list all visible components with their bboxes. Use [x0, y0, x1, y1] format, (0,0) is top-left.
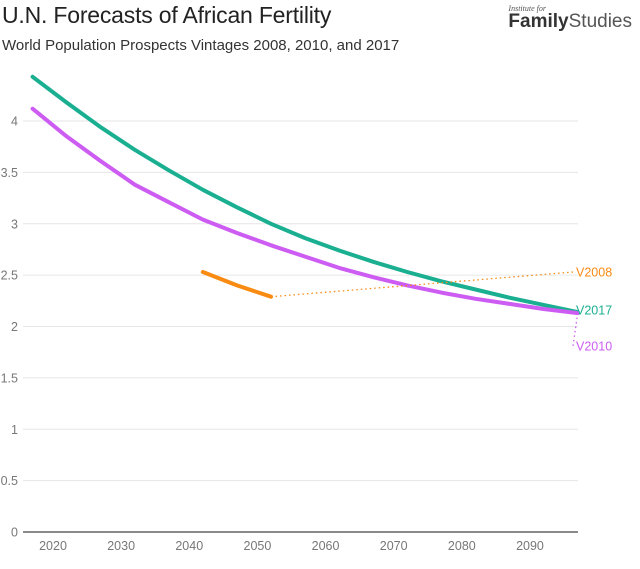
logo-light: Studies — [568, 11, 632, 32]
y-tick-label: 4 — [11, 115, 18, 129]
gridlines — [23, 120, 578, 533]
y-axis-ticks: 0 0.5 1 1.5 2 2.5 3 3.5 4 — [1, 115, 18, 540]
series-line-v2017 — [30, 74, 580, 315]
x-tick-label: 2020 — [39, 539, 67, 553]
leader-line-v2010 — [572, 313, 579, 347]
series-line-v2008 — [200, 270, 273, 299]
chart-subtitle: World Population Prospects Vintages 2008… — [2, 37, 400, 54]
x-tick-label: 2030 — [107, 539, 135, 553]
series-line-v2010 — [30, 106, 580, 316]
y-tick-label: 3.5 — [1, 166, 18, 180]
logo-line1: Institute for — [508, 4, 546, 13]
y-tick-label: 3 — [11, 217, 18, 231]
x-tick-label: 2080 — [448, 539, 476, 553]
ifs-logo: Institute for FamilyStudies — [508, 4, 632, 33]
series-labels: V2017 V2010 V2008 — [576, 266, 612, 354]
series-label-v2010: V2010 — [576, 340, 612, 354]
chart-title: U.N. Forecasts of African Fertility — [2, 2, 332, 28]
x-tick-label: 2060 — [312, 539, 340, 553]
leader-line-v2008 — [270, 271, 574, 298]
series-label-v2017: V2017 — [576, 304, 612, 318]
y-tick-label: 0.5 — [1, 474, 18, 488]
y-tick-label: 1.5 — [1, 371, 18, 385]
x-tick-label: 2050 — [244, 539, 272, 553]
y-tick-label: 0 — [11, 526, 18, 540]
series-lines — [30, 74, 580, 347]
x-tick-label: 2090 — [516, 539, 544, 553]
x-tick-label: 2040 — [175, 539, 203, 553]
y-tick-label: 2 — [11, 320, 18, 334]
x-tick-label: 2070 — [380, 539, 408, 553]
logo-bold: Family — [508, 11, 569, 32]
series-label-v2008: V2008 — [576, 266, 612, 280]
x-axis-ticks: 2020 2030 2040 2050 2060 2070 2080 2090 — [39, 539, 544, 553]
y-tick-label: 1 — [11, 423, 18, 437]
y-tick-label: 2.5 — [1, 269, 18, 283]
